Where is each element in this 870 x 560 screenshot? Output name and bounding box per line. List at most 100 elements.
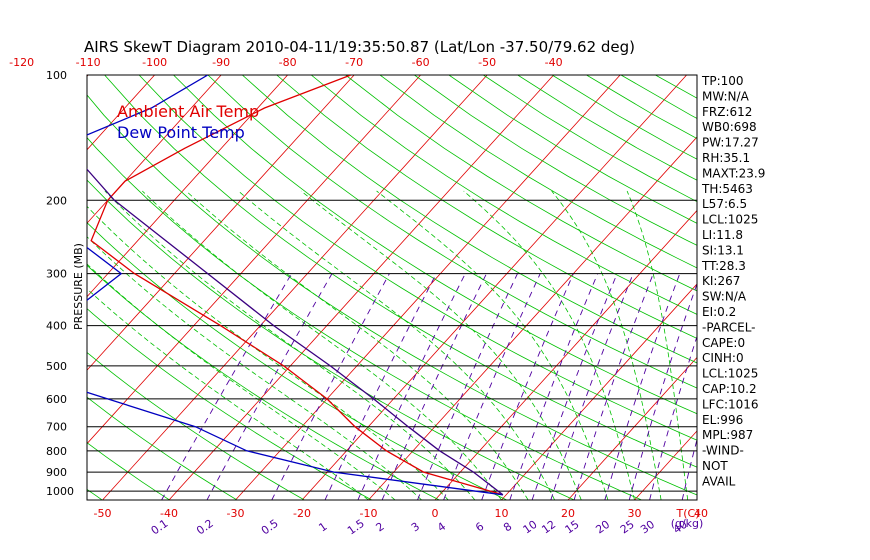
stability-index-item: MPL:987 [702,428,753,442]
moist-adiabat-line [185,190,529,500]
legend-dew-point-temp: Dew Point Temp [117,123,245,142]
pressure-tick-label: 800 [46,445,67,458]
isotherm-line [501,283,697,500]
mixing-ratio-line [573,273,654,500]
moist-adiabat-line [463,190,635,500]
stability-index-item: L57:6.5 [702,197,747,211]
moist-adiabat-line [626,190,689,500]
isotherm-line [168,75,554,500]
dry-adiabat-line [87,442,170,500]
mixing-ratio-tick-label: 6 [473,520,486,535]
bottom-temp-tick-label: 40 [694,507,708,520]
pressure-tick-label: 100 [46,69,67,82]
top-temp-tick-label: -50 [478,56,496,69]
dry-adiabat-line [87,136,642,500]
mixing-ratio-line [628,282,697,500]
stability-index-item: LI:11.8 [702,228,743,242]
isotherm-line [87,75,222,224]
mixing-ratio-tick-label: 0.5 [259,517,281,538]
dry-adiabat-line [87,308,372,500]
stability-index-item: -PARCEL- [702,320,756,334]
dry-adiabat-line [104,75,697,468]
isotherm-line [87,75,155,151]
mixing-ratio-unit-label: (g/kg) [671,517,704,530]
stability-index-item: RH:35.1 [702,151,750,165]
bottom-temp-tick-label: 10 [495,507,509,520]
isotherm-line [301,75,687,500]
chart-title: AIRS SkewT Diagram 2010-04-11/19:35:50.8… [84,38,635,56]
mixing-ratio-tick-label: 30 [638,518,657,537]
mixing-ratio-line [531,273,618,500]
dry-adiabat-line [87,264,440,500]
mixing-ratio-line [417,273,518,500]
stability-index-item: LCL:1025 [702,367,758,381]
dry-adiabat-line [138,75,697,441]
mixing-ratio-line [481,273,574,500]
moist-adiabat-line [376,190,609,500]
stability-index-item: TP:100 [701,74,744,88]
mixing-ratio-line [681,437,697,500]
mixing-ratio-tick-label: 1 [316,520,329,535]
moist-adiabat-line [300,190,582,500]
stability-index-item: EI:0.2 [702,305,736,319]
mixing-ratio-tick-label: 10 [521,518,540,537]
stability-index-item: EL:996 [702,413,743,427]
stability-index-item: CAP:10.2 [702,382,757,396]
stability-index-item: SI:13.1 [702,243,744,257]
isotherm-line [235,75,621,500]
stability-index-item: PW:17.27 [702,136,759,150]
top-temp-tick-label: -70 [345,56,363,69]
dry-adiabat-line [345,75,697,292]
mixing-ratio-tick-label: 15 [563,518,582,537]
pressure-tick-label: 500 [46,360,67,373]
top-temp-tick-label: -100 [142,56,167,69]
top-temp-tick-label: -60 [412,56,430,69]
mixing-ratio-tick-label: 3 [409,520,422,535]
dry-adiabat-line [310,75,697,315]
dry-adiabat-line [483,75,697,203]
pressure-tick-label: 1000 [46,485,74,498]
moist-adiabat-line [142,190,502,500]
mixing-ratio-tick-label: 0.2 [194,517,216,538]
pressure-tick-label: 300 [46,268,67,281]
moist-adiabat-line [87,263,396,500]
series-line [87,75,503,496]
stability-index-item: CAPE:0 [702,336,745,350]
bottom-temp-tick-label: -10 [360,507,378,520]
isotherm-line [102,75,488,500]
top-temp-tick-label: -110 [76,56,101,69]
stability-index-item: CINH:0 [702,351,744,365]
bottom-temp-tick-label: 20 [561,507,575,520]
stability-index-item: AVAIL [702,474,736,488]
dry-adiabat-line [379,75,697,269]
stability-index-item: -WIND- [702,444,744,458]
mixing-ratio-line [649,335,697,500]
top-temp-tick-label: -40 [545,56,563,69]
bottom-temp-tick-label: -40 [160,507,178,520]
isotherm-line [87,75,288,298]
mixing-ratio-line [550,273,634,500]
mixing-ratio-line [271,273,390,500]
isotherm-line [0,75,22,500]
dry-adiabat-line [87,396,238,500]
isotherm-line [768,75,870,500]
temp-unit-label: T(C) [676,507,700,520]
sounding-series [87,75,504,496]
dry-adiabat-line [276,75,697,339]
mixing-ratio-tick-label: 8 [501,520,514,535]
dry-adiabat-line [87,222,507,500]
dry-adiabat-line [0,75,35,500]
moist-adiabat-line [104,190,476,500]
bottom-temp-tick-label: -20 [293,507,311,520]
top-temp-tick-label: -120 [9,56,34,69]
isotherm-line [834,75,870,500]
stability-index-item: MAXT:23.9 [702,166,765,180]
dry-adiabat-line [242,75,697,364]
pressure-tick-label: 700 [46,421,67,434]
mixing-ratio-line [324,273,437,500]
bottom-temp-tick-label: 0 [432,507,439,520]
mixing-ratio-line [161,273,292,500]
mixing-ratio-tick-label: 12 [539,518,558,537]
bottom-temp-tick-label: -50 [94,507,112,520]
